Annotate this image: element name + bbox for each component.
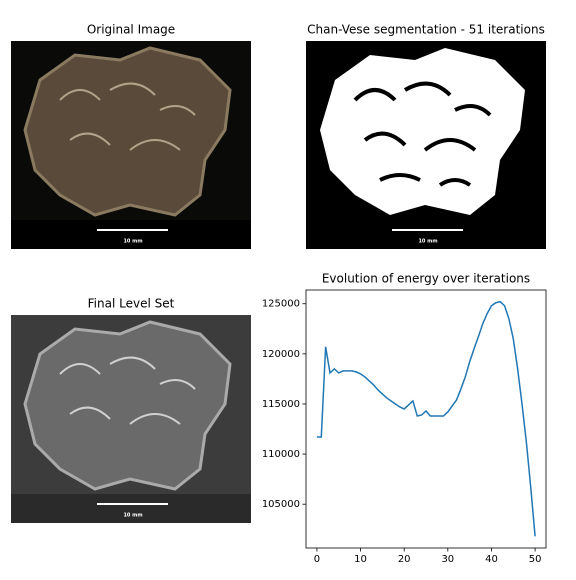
scale-band	[11, 220, 251, 249]
scale-band	[306, 220, 546, 249]
x-tick-label: 30	[441, 554, 454, 565]
scale-band	[11, 494, 251, 523]
x-tick-label: 20	[398, 554, 411, 565]
y-tick-label: 115000	[262, 399, 300, 410]
panel-title: Original Image	[87, 23, 175, 37]
y-tick-label: 110000	[262, 449, 300, 460]
x-tick-label: 50	[529, 554, 542, 565]
line-series	[316, 300, 536, 537]
specimen	[23, 46, 232, 217]
segmentation-image: 10 mm	[306, 41, 546, 249]
texture	[59, 82, 196, 151]
y-tick-label: 120000	[262, 349, 300, 360]
panel-title: Chan-Vese segmentation - 51 iterations	[307, 23, 545, 37]
x-tick-label: 40	[485, 554, 498, 565]
y-tick-label: 125000	[262, 299, 300, 310]
original-image: 10 mm	[11, 41, 251, 249]
texture	[59, 356, 196, 425]
level-set-image: 10 mm	[11, 315, 251, 523]
plot-frame	[305, 289, 547, 549]
scale-label: 10 mm	[123, 513, 142, 519]
scale-label: 10 mm	[123, 239, 142, 245]
specimen	[23, 320, 232, 491]
scale-label: 10 mm	[418, 239, 437, 245]
x-tick-label: 10	[354, 554, 367, 565]
y-tick-label: 105000	[262, 499, 300, 510]
mask	[320, 48, 525, 215]
mask-holes	[353, 81, 492, 187]
x-tick-label: 0	[314, 554, 320, 565]
panel-title: Final Level Set	[88, 297, 175, 311]
chart-title: Evolution of energy over iterations	[322, 272, 530, 286]
